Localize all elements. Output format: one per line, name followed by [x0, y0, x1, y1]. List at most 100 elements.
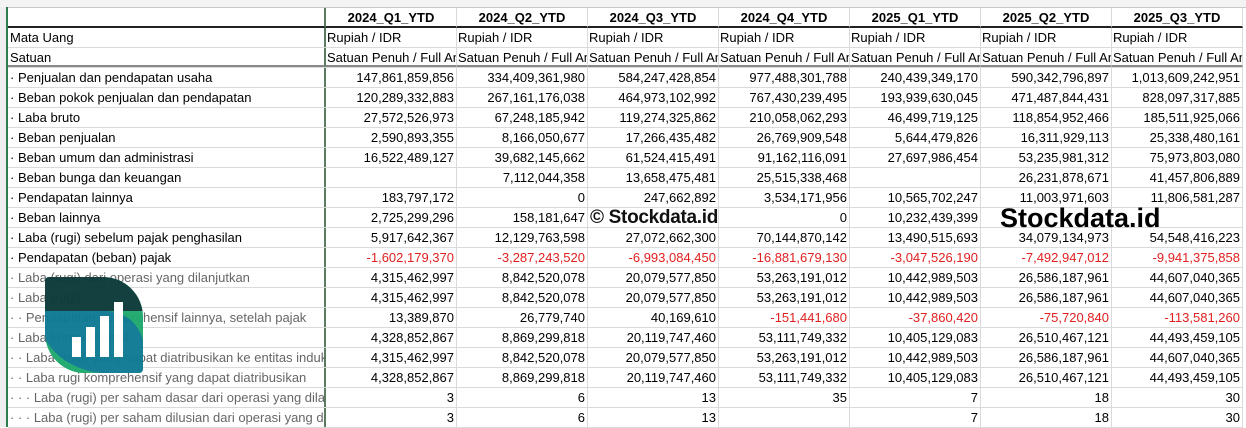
value-cell[interactable]: 158,181,647 — [457, 208, 588, 227]
value-cell[interactable]: 26,510,467,121 — [981, 328, 1112, 347]
value-cell[interactable]: -16,881,679,130 — [719, 248, 850, 267]
value-cell[interactable]: 53,235,981,312 — [981, 148, 1112, 167]
value-cell[interactable]: -113,581,260 — [1112, 308, 1243, 327]
value-cell[interactable]: 8,842,520,078 — [457, 348, 588, 367]
value-cell[interactable]: 40,169,610 — [588, 308, 719, 327]
value-cell[interactable]: 119,274,325,862 — [588, 108, 719, 127]
value-cell[interactable]: 67,248,185,942 — [457, 108, 588, 127]
value-cell[interactable]: 210,058,062,293 — [719, 108, 850, 127]
value-cell[interactable] — [326, 168, 457, 187]
value-cell[interactable]: 3 — [326, 408, 457, 427]
meta-cell[interactable]: Satuan Penuh / Full Amount — [850, 48, 981, 67]
value-cell[interactable]: 6 — [457, 388, 588, 407]
value-cell[interactable] — [588, 208, 719, 227]
value-cell[interactable]: 30 — [1112, 388, 1243, 407]
value-cell[interactable]: 7 — [850, 408, 981, 427]
value-cell[interactable]: 20,119,747,460 — [588, 368, 719, 387]
value-cell[interactable]: 26,586,187,961 — [981, 268, 1112, 287]
value-cell[interactable]: 1,013,609,242,951 — [1112, 68, 1243, 87]
meta-cell[interactable]: Satuan Penuh / Full Amount — [457, 48, 588, 67]
value-cell[interactable]: 26,510,467,121 — [981, 368, 1112, 387]
value-cell[interactable]: 20,079,577,850 — [588, 288, 719, 307]
value-cell[interactable]: 12,129,763,598 — [457, 228, 588, 247]
value-cell[interactable]: 193,939,630,045 — [850, 88, 981, 107]
value-cell[interactable]: 20,079,577,850 — [588, 348, 719, 367]
row-label[interactable]: · Pendapatan lainnya — [8, 188, 326, 207]
value-cell[interactable]: 13 — [588, 388, 719, 407]
value-cell[interactable]: 13 — [588, 408, 719, 427]
meta-cell[interactable]: Rupiah / IDR — [326, 28, 457, 47]
value-cell[interactable]: 8,842,520,078 — [457, 268, 588, 287]
value-cell[interactable]: 10,232,439,399 — [850, 208, 981, 227]
row-label[interactable]: · · Laba rugi komprehensif yang dapat di… — [8, 368, 326, 387]
value-cell[interactable]: 10,442,989,503 — [850, 268, 981, 287]
column-header[interactable]: 2024_Q4_YTD — [719, 8, 850, 28]
header-label-cell[interactable] — [8, 8, 326, 28]
value-cell[interactable]: 8,166,050,677 — [457, 128, 588, 147]
value-cell[interactable]: 7,112,044,358 — [457, 168, 588, 187]
value-cell[interactable]: 26,779,740 — [457, 308, 588, 327]
value-cell[interactable]: 41,457,806,889 — [1112, 168, 1243, 187]
value-cell[interactable]: 7 — [850, 388, 981, 407]
value-cell[interactable]: 26,586,187,961 — [981, 348, 1112, 367]
value-cell[interactable]: 0 — [719, 208, 850, 227]
value-cell[interactable]: 118,854,952,466 — [981, 108, 1112, 127]
meta-cell[interactable]: Satuan Penuh / Full Amount — [981, 48, 1112, 67]
value-cell[interactable]: 10,405,129,083 — [850, 368, 981, 387]
row-label[interactable]: · Beban penjualan — [8, 128, 326, 147]
value-cell[interactable]: 70,144,870,142 — [719, 228, 850, 247]
value-cell[interactable]: 6 — [457, 408, 588, 427]
value-cell[interactable]: 53,263,191,012 — [719, 288, 850, 307]
value-cell[interactable]: -9,941,375,858 — [1112, 248, 1243, 267]
value-cell[interactable]: 334,409,361,980 — [457, 68, 588, 87]
value-cell[interactable]: 185,511,925,066 — [1112, 108, 1243, 127]
value-cell[interactable]: 0 — [457, 188, 588, 207]
value-cell[interactable]: 39,682,145,662 — [457, 148, 588, 167]
row-label[interactable]: · · · Laba (rugi) per saham dasar dari o… — [10, 388, 326, 407]
value-cell[interactable]: 35 — [719, 388, 850, 407]
value-cell[interactable]: 5,644,479,826 — [850, 128, 981, 147]
value-cell[interactable]: 8,842,520,078 — [457, 288, 588, 307]
value-cell[interactable]: -3,047,526,190 — [850, 248, 981, 267]
value-cell[interactable]: 53,263,191,012 — [719, 348, 850, 367]
meta-cell[interactable]: Satuan Penuh / Full Amount — [588, 48, 719, 67]
value-cell[interactable]: 4,315,462,997 — [326, 348, 457, 367]
value-cell[interactable]: 46,499,719,125 — [850, 108, 981, 127]
value-cell[interactable]: 27,072,662,300 — [588, 228, 719, 247]
value-cell[interactable]: 10,442,989,503 — [850, 348, 981, 367]
column-header[interactable]: 2025_Q2_YTD — [981, 8, 1112, 28]
value-cell[interactable]: 26,231,878,671 — [981, 168, 1112, 187]
column-header[interactable]: 2025_Q1_YTD — [850, 8, 981, 28]
value-cell[interactable]: 3 — [326, 388, 457, 407]
value-cell[interactable]: 267,161,176,038 — [457, 88, 588, 107]
value-cell[interactable]: 25,515,338,468 — [719, 168, 850, 187]
value-cell[interactable]: 53,263,191,012 — [719, 268, 850, 287]
value-cell[interactable]: 10,405,129,083 — [850, 328, 981, 347]
value-cell[interactable]: -1,602,179,370 — [326, 248, 457, 267]
value-cell[interactable]: 30 — [1112, 408, 1243, 427]
column-header[interactable]: 2025_Q3_YTD — [1112, 8, 1243, 28]
meta-cell[interactable]: Satuan Penuh / Full Amount — [719, 48, 850, 67]
row-label[interactable]: · Laba bruto — [8, 108, 326, 127]
value-cell[interactable]: 464,973,102,992 — [588, 88, 719, 107]
value-cell[interactable] — [719, 408, 850, 427]
value-cell[interactable]: 4,328,852,867 — [326, 368, 457, 387]
value-cell[interactable]: 10,442,989,503 — [850, 288, 981, 307]
value-cell[interactable]: 11,003,971,603 — [981, 188, 1112, 207]
value-cell[interactable]: 53,111,749,332 — [719, 368, 850, 387]
value-cell[interactable]: 16,522,489,127 — [326, 148, 457, 167]
value-cell[interactable]: 26,586,187,961 — [981, 288, 1112, 307]
value-cell[interactable]: 240,439,349,170 — [850, 68, 981, 87]
value-cell[interactable]: 27,697,986,454 — [850, 148, 981, 167]
value-cell[interactable]: 61,524,415,491 — [588, 148, 719, 167]
value-cell[interactable]: -75,720,840 — [981, 308, 1112, 327]
value-cell[interactable]: 25,338,480,161 — [1112, 128, 1243, 147]
value-cell[interactable]: 4,315,462,997 — [326, 268, 457, 287]
value-cell[interactable]: 34,079,134,973 — [981, 228, 1112, 247]
value-cell[interactable]: 2,725,299,296 — [326, 208, 457, 227]
meta-cell[interactable]: Satuan Penuh / Full Amount — [326, 48, 457, 67]
value-cell[interactable]: 44,607,040,365 — [1112, 268, 1243, 287]
meta-cell[interactable]: Rupiah / IDR — [457, 28, 588, 47]
value-cell[interactable]: 44,493,459,105 — [1112, 328, 1243, 347]
meta-cell[interactable]: Rupiah / IDR — [1112, 28, 1243, 47]
